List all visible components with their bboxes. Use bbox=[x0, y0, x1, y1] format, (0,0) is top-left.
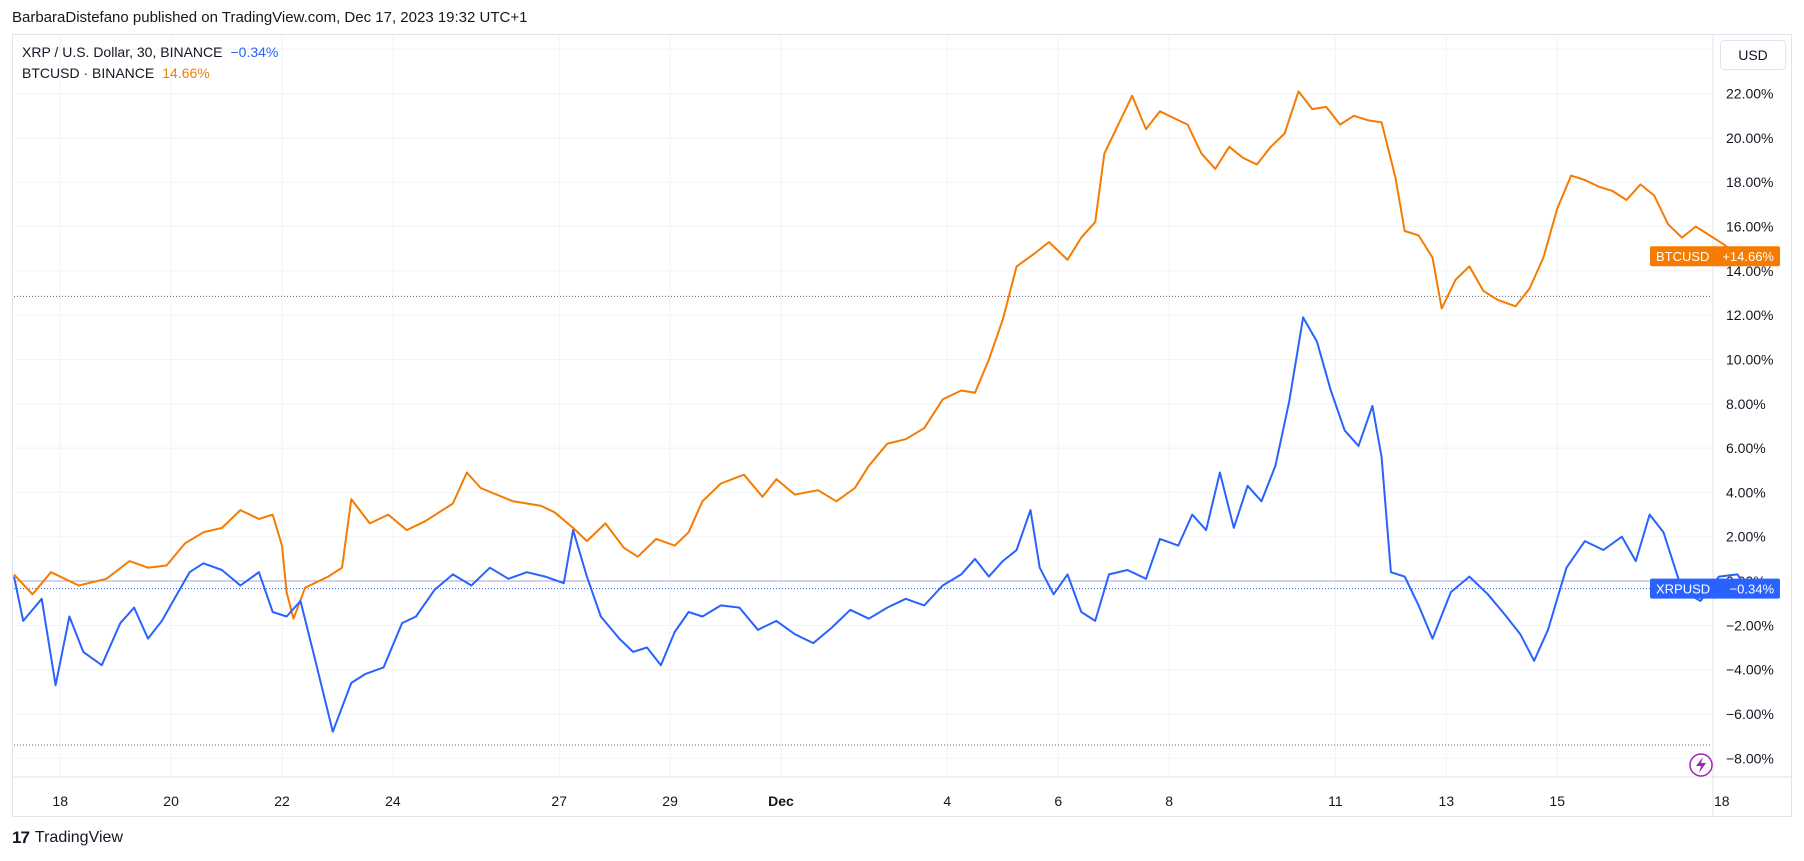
legend-btc[interactable]: BTCUSD · BINANCE 14.66% bbox=[22, 65, 210, 81]
y-tick-label: 6.00% bbox=[1726, 440, 1766, 456]
y-tick-label: −8.00% bbox=[1726, 750, 1774, 766]
xrpusd-series-line[interactable] bbox=[13, 316, 1768, 733]
y-tick-label: 20.00% bbox=[1726, 130, 1773, 146]
y-tick-label: 10.00% bbox=[1726, 351, 1773, 367]
xrpusd-price-tag bbox=[1650, 578, 1780, 599]
x-tick-label: 15 bbox=[1549, 793, 1565, 809]
x-tick-label: 20 bbox=[163, 793, 179, 809]
legend-xrp-label: XRP / U.S. Dollar, 30, BINANCE bbox=[22, 44, 223, 60]
publish-info: BarbaraDistefano published on TradingVie… bbox=[12, 9, 528, 26]
chart-frame bbox=[12, 34, 1792, 817]
xrpusd-tag-name: XRPUSD bbox=[1656, 582, 1710, 597]
xrpusd-tag-value: −0.34% bbox=[1730, 582, 1775, 597]
x-tick-label: 29 bbox=[662, 793, 678, 809]
x-tick-label: 22 bbox=[274, 793, 290, 809]
y-tick-label: −6.00% bbox=[1726, 706, 1774, 722]
y-tick-label: 8.00% bbox=[1726, 396, 1766, 412]
y-tick-label: 2.00% bbox=[1726, 529, 1766, 545]
currency-button[interactable]: USD bbox=[1720, 40, 1786, 70]
btcusd-series-line[interactable] bbox=[13, 90, 1768, 620]
footer-brand-label: TradingView bbox=[34, 829, 123, 846]
y-tick-label: −2.00% bbox=[1726, 617, 1774, 633]
btcusd-tag-value: +14.66% bbox=[1722, 249, 1774, 264]
x-tick-label: 13 bbox=[1439, 793, 1455, 809]
lightning-icon-glyph bbox=[1696, 757, 1706, 773]
footer-brand[interactable]: 17 TradingView bbox=[12, 828, 123, 848]
y-tick-label: 18.00% bbox=[1726, 174, 1773, 190]
x-tick-label: 11 bbox=[1328, 793, 1343, 809]
legend-xrp-change: −0.34% bbox=[230, 44, 279, 60]
x-tick-label: 18 bbox=[1714, 793, 1730, 809]
btcusd-price-tag bbox=[1650, 246, 1780, 267]
y-tick-label: 4.00% bbox=[1726, 484, 1766, 500]
legend-btc-label: BTCUSD · BINANCE bbox=[22, 65, 155, 81]
x-tick-label: 18 bbox=[52, 793, 68, 809]
x-tick-label: Dec bbox=[768, 793, 794, 809]
x-tick-label: 6 bbox=[1054, 793, 1062, 809]
y-tick-label: 22.00% bbox=[1726, 86, 1773, 102]
y-tick-label: 12.00% bbox=[1726, 307, 1773, 323]
btcusd-tag-name: BTCUSD bbox=[1656, 249, 1709, 264]
y-tick-label: 14.00% bbox=[1726, 263, 1773, 279]
tradingview-logo-icon: 17 bbox=[12, 828, 30, 847]
x-tick-label: 4 bbox=[943, 793, 951, 809]
y-tick-label: −4.00% bbox=[1726, 662, 1774, 678]
legend-xrp[interactable]: XRP / U.S. Dollar, 30, BINANCE −0.34% bbox=[22, 44, 278, 60]
y-tick-label: 16.00% bbox=[1726, 219, 1773, 235]
x-tick-label: 27 bbox=[551, 793, 567, 809]
x-tick-label: 24 bbox=[385, 793, 401, 809]
legend-btc-change: 14.66% bbox=[162, 65, 210, 81]
x-tick-label: 8 bbox=[1165, 793, 1173, 809]
